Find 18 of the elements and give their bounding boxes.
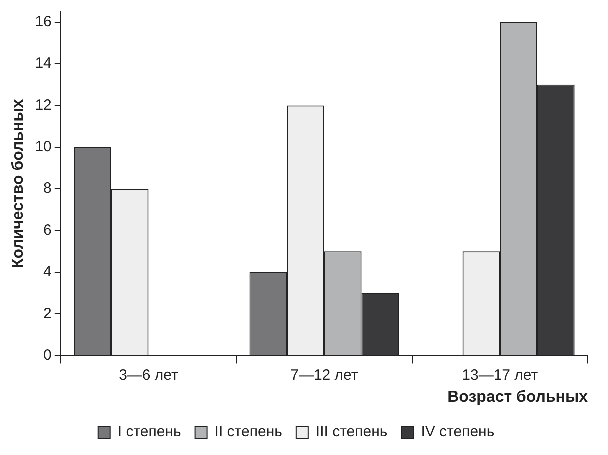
y-tick-label: 14 [35,55,52,72]
legend-label: I степень [118,424,182,441]
x-tick-label: 7—12 лет [290,366,358,384]
legend-label: II степень [214,424,283,441]
y-tick-label: 16 [35,14,52,31]
legend-label: III степень [316,424,388,441]
y-tick-label: 4 [44,264,52,281]
y-tick-label: 0 [44,346,52,364]
y-tick-label: 10 [35,138,52,156]
x-axis-title: Возраст больных [448,388,588,406]
y-tick-label: 8 [44,180,52,198]
x-tick-label: 3—6 лет [119,366,179,384]
y-tick-label: 12 [35,96,52,114]
legend-label: IV степень [421,424,495,441]
y-tick-label: 2 [44,305,52,322]
y-tick-label: 6 [44,222,52,239]
y-axis-title: Количество больных [10,99,28,268]
x-tick-label: 13—17 лет [462,366,538,384]
